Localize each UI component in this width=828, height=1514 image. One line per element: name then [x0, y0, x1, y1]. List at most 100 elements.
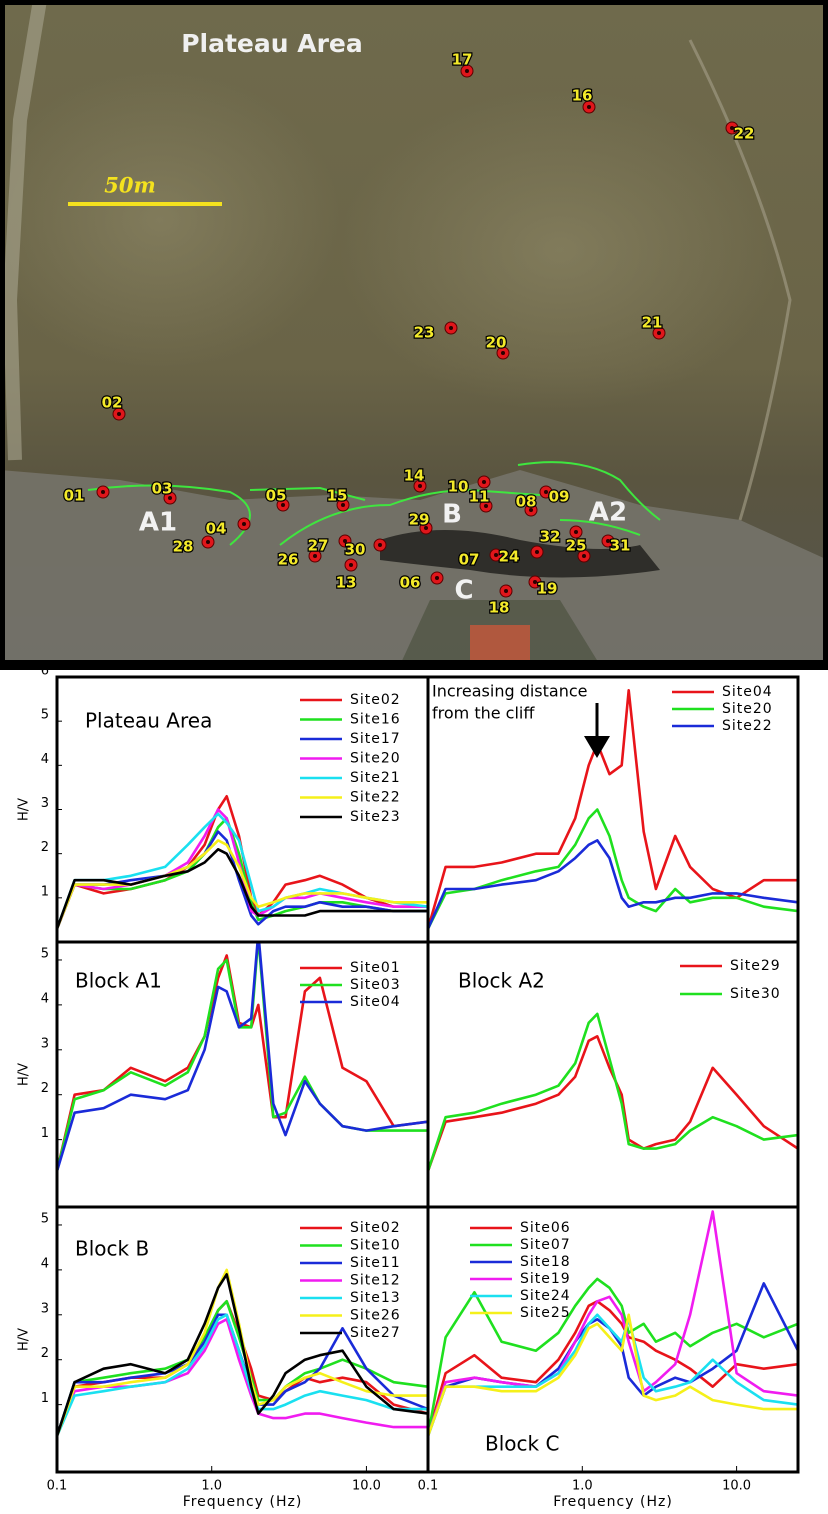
- x-tick-label: 0.1: [47, 1479, 68, 1494]
- site-label: 27: [308, 537, 329, 555]
- legend-label: Site12: [350, 1273, 401, 1289]
- marker-center: [349, 563, 353, 567]
- panel-title: Plateau Area: [85, 709, 212, 733]
- zone-label: A2: [589, 498, 627, 528]
- legend-label: Site02: [350, 1220, 401, 1236]
- panel-title: Block A1: [75, 969, 162, 993]
- site-label: 31: [610, 537, 631, 555]
- site-label: 04: [206, 520, 227, 538]
- figure: 50m Plateau Area 17162223202102010305151…: [0, 0, 828, 1514]
- site-label: 23: [414, 324, 435, 342]
- zone-label: B: [442, 500, 462, 530]
- marker-center: [418, 484, 422, 488]
- marker-center: [574, 530, 578, 534]
- legend-label: Site22: [722, 718, 773, 734]
- site-label: 20: [486, 334, 507, 352]
- y-tick-label: 2: [41, 1346, 49, 1361]
- marker-center: [435, 576, 439, 580]
- y-tick-label: 4: [41, 991, 49, 1006]
- panel-title: Block B: [75, 1237, 149, 1261]
- x-axis-label: Frequency (Hz): [553, 1494, 673, 1510]
- marker-center: [501, 351, 505, 355]
- legend-label: Site07: [520, 1237, 571, 1253]
- series-line: [428, 1036, 798, 1171]
- series-line: [428, 1014, 798, 1171]
- legend-label: Site01: [350, 960, 401, 976]
- site-label: 02: [102, 394, 123, 412]
- scale-label: 50m: [104, 173, 155, 198]
- legend-label: Site27: [350, 1325, 401, 1341]
- y-tick-label: 5: [41, 946, 49, 961]
- legend-label: Site24: [520, 1288, 571, 1304]
- y-tick-label: 6: [41, 664, 49, 679]
- site-label: 30: [345, 541, 366, 559]
- marker-center: [242, 522, 246, 526]
- marker-center: [582, 554, 586, 558]
- annotation: from the cliff: [432, 704, 535, 723]
- x-tick-label: 1.0: [201, 1479, 222, 1494]
- site-label: 24: [499, 548, 520, 566]
- marker-center: [117, 412, 121, 416]
- y-tick-label: 3: [41, 1301, 49, 1316]
- site-label: 25: [566, 537, 587, 555]
- site-marker: [97, 486, 109, 498]
- terrain: [340, 90, 780, 410]
- y-tick-label: 5: [41, 708, 49, 723]
- site-label: 05: [266, 487, 287, 505]
- y-tick-label: 3: [41, 796, 49, 811]
- y-tick-label: 5: [41, 1211, 49, 1226]
- legend-label: Site19: [520, 1271, 571, 1287]
- site-label: 13: [336, 574, 357, 592]
- y-axis-label: H/V: [17, 798, 32, 821]
- y-tick-label: 2: [41, 840, 49, 855]
- x-tick-label: 10.0: [352, 1479, 381, 1494]
- zone-label: A1: [139, 508, 177, 538]
- site-marker: [374, 539, 386, 551]
- legend-label: Site03: [350, 977, 401, 993]
- site-label: 09: [549, 488, 570, 506]
- series-line: [428, 840, 798, 928]
- legend-label: Site20: [350, 751, 401, 767]
- marker-center: [482, 480, 486, 484]
- legend-label: Site20: [722, 701, 773, 717]
- legend-label: Site04: [350, 994, 401, 1010]
- x-axis-label: Frequency (Hz): [183, 1494, 303, 1510]
- site-label: 26: [278, 551, 299, 569]
- marker-center: [494, 553, 498, 557]
- marker-center: [449, 326, 453, 330]
- site-label: 14: [404, 467, 425, 485]
- site-label: 17: [452, 51, 473, 69]
- marker-center: [313, 554, 317, 558]
- legend-label: Site10: [350, 1238, 401, 1254]
- marker-center: [535, 550, 539, 554]
- site-label: 21: [642, 314, 663, 332]
- legend-label: Site16: [350, 712, 401, 728]
- site-marker: [238, 518, 250, 530]
- zone-label: C: [454, 576, 473, 606]
- annotation: Increasing distance: [432, 682, 588, 701]
- legend-label: Site30: [730, 986, 781, 1002]
- site-label: 11: [469, 488, 490, 506]
- marker-center: [465, 69, 469, 73]
- plot-area: [428, 1014, 798, 1171]
- site-label: 01: [64, 487, 85, 505]
- y-tick-label: 2: [41, 1081, 49, 1096]
- legend-label: Site21: [350, 770, 401, 786]
- legend-label: Site02: [350, 692, 401, 708]
- annotation-arrowhead: [584, 736, 610, 758]
- site-label: 18: [489, 599, 510, 617]
- y-tick-label: 4: [41, 752, 49, 767]
- x-tick-label: 1.0: [572, 1479, 593, 1494]
- legend-label: Site22: [350, 790, 401, 806]
- y-tick-label: 4: [41, 1256, 49, 1271]
- y-axis-label: H/V: [17, 1063, 32, 1086]
- marker-center: [544, 490, 548, 494]
- site-label: 10: [448, 478, 469, 496]
- legend-label: Site25: [520, 1305, 571, 1321]
- legend-label: Site18: [520, 1254, 571, 1270]
- panel-title: Block A2: [458, 969, 545, 993]
- site-label: 15: [327, 487, 348, 505]
- site-label: 19: [537, 580, 558, 598]
- site-marker: [345, 559, 357, 571]
